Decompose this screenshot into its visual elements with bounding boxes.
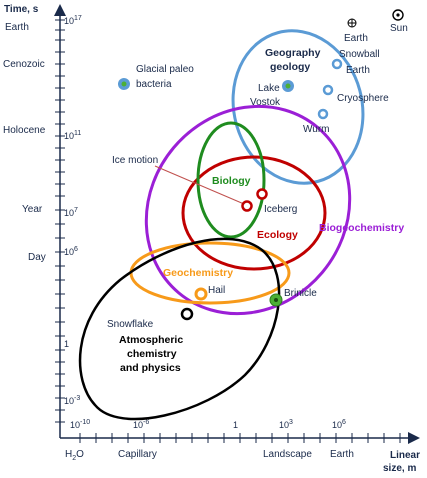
y-axis-ticks (55, 19, 65, 423)
y-tick-1e17: 1017 (64, 15, 82, 26)
y-label-year: Year (22, 204, 43, 215)
earth-icon (347, 18, 357, 28)
snowball-earth-marker (331, 58, 343, 70)
atmospheric-label-line1: Atmospheric (119, 334, 183, 346)
cryosphere-marker (322, 84, 334, 96)
snowball-earth-label-line2: Earth (346, 65, 370, 76)
x-tick-1: 1 (233, 420, 238, 430)
snowflake-marker (180, 307, 194, 321)
x-label-landscape: Landscape (263, 449, 312, 460)
biology-label: Biology (212, 175, 251, 187)
ice-motion-label: Ice motion (112, 155, 158, 166)
ice-motion-marker (241, 200, 253, 212)
biogeochemistry-label: Biogeochemistry (319, 222, 404, 234)
y-label-cenozoic: Cenozoic (3, 59, 45, 70)
y-tick-1e7: 107 (64, 207, 78, 218)
iceberg-label: Iceberg (264, 204, 297, 215)
brinicle-label: Brinicle (284, 288, 317, 299)
biology-region (196, 121, 266, 239)
hail-label: Hail (208, 285, 225, 296)
biogeochemistry-region (144, 104, 352, 316)
glacial-bacteria-marker-center (121, 81, 127, 87)
snowflake-label: Snowflake (107, 319, 154, 330)
earth-label: Earth (344, 33, 368, 44)
y-label-day: Day (28, 252, 46, 263)
ecology-region (181, 155, 327, 271)
atmospheric-label-line2: chemistry (127, 348, 177, 360)
y-label-holocene: Holocene (3, 125, 46, 136)
atmospheric-chemistry-region (78, 237, 281, 421)
iceberg-marker (256, 188, 268, 200)
x-axis-title-line1: Linear (390, 450, 420, 461)
sun-label: Sun (390, 23, 408, 34)
x-tick-1e3: 103 (279, 419, 293, 430)
lake-vostok-marker-center (285, 83, 291, 89)
x-axis-title-line2: size, m (383, 463, 416, 474)
geography-label-line1: Geography (265, 47, 321, 59)
y-tick-1e11: 1011 (64, 130, 81, 141)
snowball-earth-label-line1: Snowball (339, 49, 380, 60)
x-tick-1e-6: 10-6 (133, 419, 149, 430)
x-tick-1e6: 106 (332, 419, 346, 430)
wurm-label: Wurm (303, 124, 329, 135)
ice-motion-leader-line (154, 165, 245, 205)
hail-marker (194, 287, 208, 301)
glacial-bacteria-label-line1: Glacial paleo (136, 64, 194, 75)
atmospheric-label-line3: and physics (120, 362, 181, 374)
y-tick-1e-3: 10-3 (64, 395, 80, 406)
brinicle-marker-center (274, 298, 278, 302)
y-label-earth: Earth (5, 22, 29, 33)
x-label-capillary: Capillary (118, 449, 157, 460)
glacial-bacteria-label-line2: bacteria (136, 79, 172, 90)
x-label-earth: Earth (330, 449, 354, 460)
lake-vostok-label-line1: Lake (258, 83, 280, 94)
geography-label-line2: geology (270, 61, 310, 73)
x-axis-ticks (79, 433, 401, 443)
geochemistry-label: Geochemistry (163, 267, 233, 279)
y-tick-1: 1 (64, 339, 69, 349)
y-axis-title: Time, s (4, 4, 39, 15)
ecology-label: Ecology (257, 229, 298, 241)
y-tick-1e6: 106 (64, 246, 78, 257)
sun-icon (392, 9, 404, 21)
cryosphere-label: Cryosphere (337, 93, 389, 104)
x-label-h2o: H2O (65, 449, 84, 462)
lake-vostok-label-line2: Vostok (250, 97, 281, 108)
x-tick-1e-10: 10-10 (70, 419, 90, 430)
wurm-marker (317, 108, 329, 120)
